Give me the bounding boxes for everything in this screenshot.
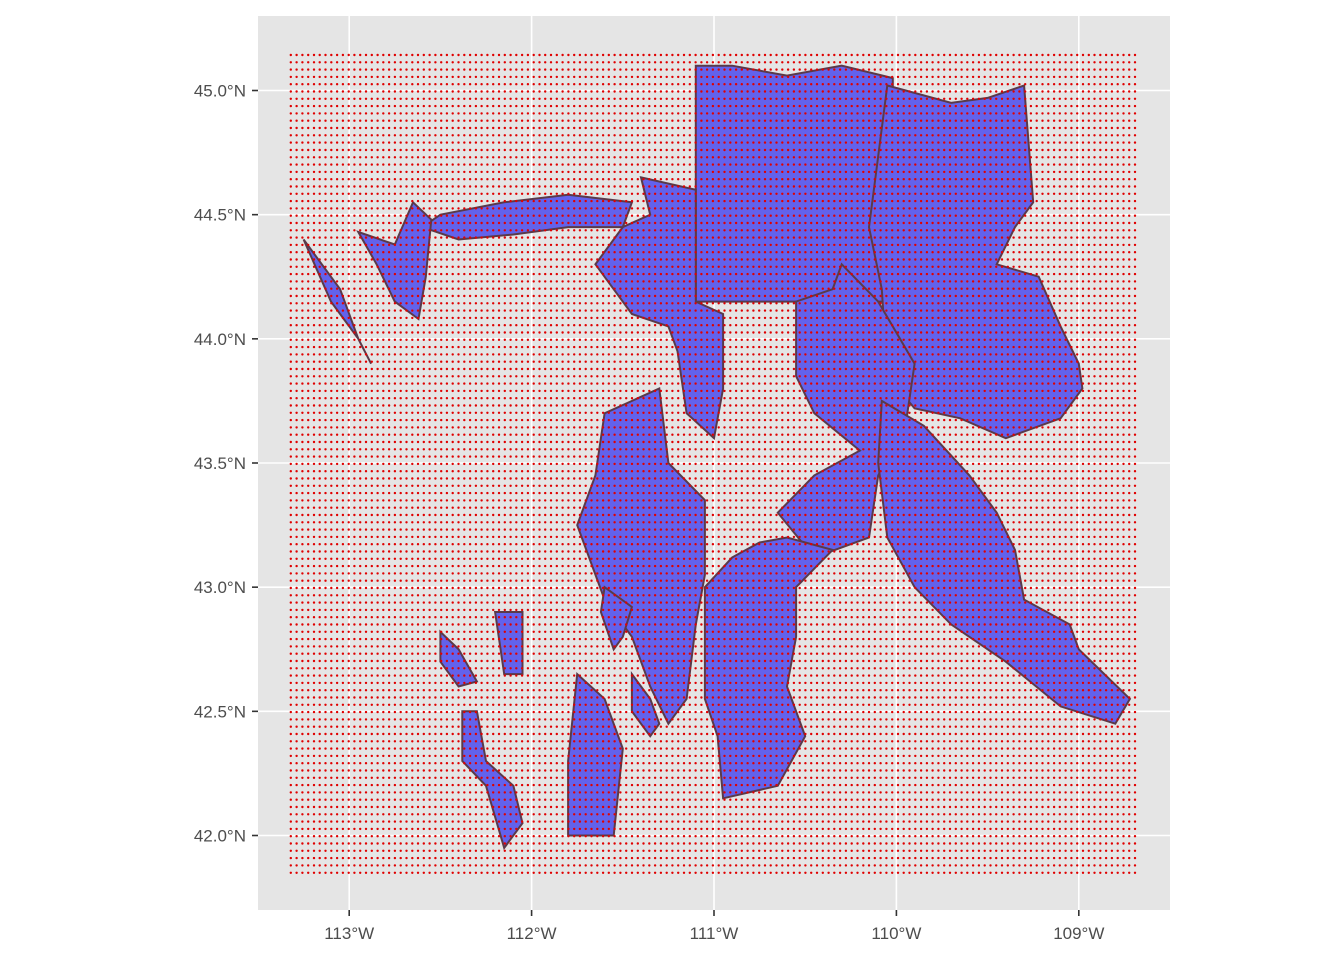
polygon-northeast-forest [867,84,1084,440]
x-tick-label: 109°W [1053,924,1104,943]
point-grid [289,53,1137,874]
x-tick-label: 113°W [324,924,374,943]
polygon-yellowstone-rect [694,64,894,303]
polygon-south-small-b [493,611,524,676]
y-tick-label: 42.5°N [194,702,246,721]
x-tick-label: 110°W [871,924,921,943]
polygon-wind-river-forest [877,399,1132,725]
polygon-east-central-forest [776,262,916,559]
y-tick-label: 45.0°N [194,82,246,101]
x-tick-label: 112°W [507,924,557,943]
polygon-south-small-c [461,710,524,851]
polygon-south-small-a [439,629,479,688]
y-tick-label: 42.0°N [194,827,246,846]
grid-points [289,53,1137,874]
y-tick-label: 43.0°N [194,578,246,597]
y-tick-label: 43.5°N [194,454,246,473]
x-tick-label: 111°W [690,924,739,943]
polygon-targhee-west-strip [419,193,634,241]
y-axis: 42.0°N 42.5°N 43.0°N 43.5°N 44.0°N 44.5°N 45.0… [194,82,258,846]
y-tick-label: 44.0°N [194,330,246,349]
x-axis: 113°W 112°W 111°W 110°W 109°W [324,910,1104,943]
y-tick-label: 44.5°N [194,206,246,225]
